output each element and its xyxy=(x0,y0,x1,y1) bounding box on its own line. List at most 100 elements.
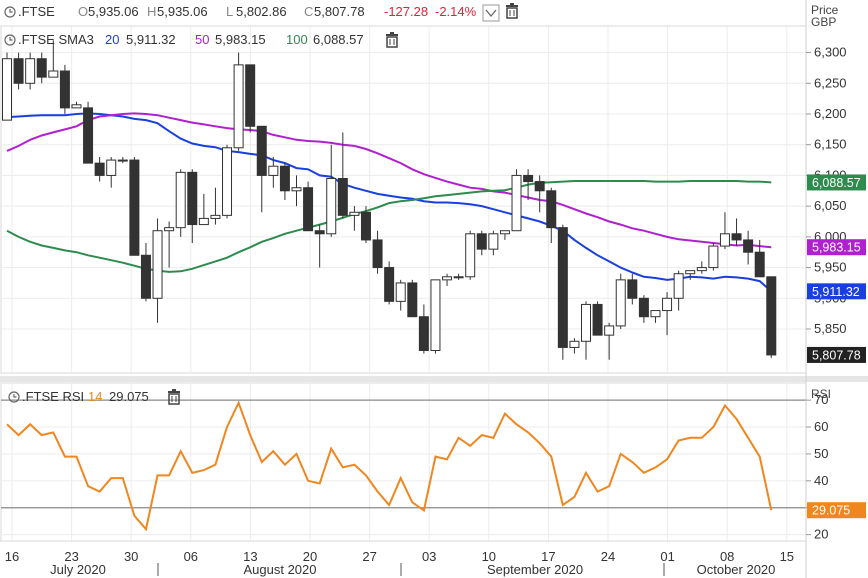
sma20-period: 20 xyxy=(105,32,119,47)
candle xyxy=(453,273,464,280)
candle xyxy=(662,292,673,336)
symbol-label: .FTSE xyxy=(18,4,55,19)
candle-body-down xyxy=(743,239,754,253)
clock-hand xyxy=(9,9,13,13)
candle-body-up xyxy=(673,273,684,299)
candle xyxy=(407,279,418,318)
x-tick-label: 16 xyxy=(5,549,19,564)
candle xyxy=(488,230,499,256)
trash-icon[interactable] xyxy=(168,389,180,405)
candle xyxy=(59,64,70,114)
clock-hand xyxy=(13,394,17,398)
x-tick-label: 23 xyxy=(64,549,78,564)
value-badges: 6,088.57 5,983.15 5,911.32 5,807.78 29.075 xyxy=(807,174,866,519)
candle xyxy=(615,273,626,329)
candle-body-down xyxy=(754,251,765,278)
sma50-value: 5,983.15 xyxy=(215,32,266,47)
candle xyxy=(256,125,267,213)
rsi-tick-label: 60 xyxy=(814,419,828,434)
candle xyxy=(719,212,730,250)
rsi-tick-label: 50 xyxy=(814,446,828,461)
candle-body-up xyxy=(48,70,59,78)
close-value: 5,807.78 xyxy=(314,4,365,19)
month-label: August 2020 xyxy=(243,562,316,577)
x-tick-label: 03 xyxy=(422,549,436,564)
candle-body-up xyxy=(615,279,626,327)
high-value: 5,935.06 xyxy=(157,4,208,19)
candle-body-up xyxy=(25,58,36,84)
candle-body-up xyxy=(198,217,209,226)
candle-body-up xyxy=(499,230,510,235)
candle xyxy=(175,169,186,237)
candle-body-up xyxy=(175,171,186,229)
sma20-badge-bg xyxy=(807,283,866,300)
candle xyxy=(523,169,534,200)
candle xyxy=(279,163,290,200)
candle xyxy=(372,230,383,274)
candle-body-up xyxy=(650,310,661,318)
high-label: H xyxy=(147,4,156,19)
candle-body-down xyxy=(83,107,94,164)
close-badge-text: 5,807.78 xyxy=(812,348,861,362)
trash-icon[interactable] xyxy=(506,3,518,19)
trash-icon[interactable] xyxy=(386,32,398,48)
dropdown-button[interactable] xyxy=(482,4,500,22)
candle-body-down xyxy=(731,233,742,241)
candle xyxy=(638,295,649,323)
candle-body-up xyxy=(430,279,441,352)
clock-icon[interactable] xyxy=(8,391,20,403)
price-tick-label: 5,950 xyxy=(814,260,847,275)
candle-body-up xyxy=(581,303,591,342)
candle xyxy=(627,273,638,305)
rsi-tick-label: 20 xyxy=(814,527,828,542)
candle-body-up xyxy=(569,340,580,348)
candle xyxy=(140,243,151,302)
sma-label: .FTSE SMA3 xyxy=(18,32,94,47)
candle xyxy=(326,144,337,237)
price-tick-label: 6,300 xyxy=(814,45,847,60)
candle-body-up xyxy=(222,147,233,216)
candle-body-down xyxy=(372,239,383,269)
x-tick-label: 27 xyxy=(362,549,376,564)
clock-icon[interactable] xyxy=(4,34,16,46)
candle xyxy=(685,270,696,280)
candle xyxy=(384,261,395,305)
candle-body-down xyxy=(314,230,325,235)
candle xyxy=(349,206,360,231)
candle-body-down xyxy=(245,64,256,127)
candle-body-down xyxy=(129,159,140,256)
x-tick-label: 13 xyxy=(243,549,257,564)
sma-legend: .FTSE SMA3 20 5,911.32 50 5,983.15 100 6… xyxy=(4,32,398,48)
candle-body-up xyxy=(662,297,673,312)
candle-body-down xyxy=(360,211,371,241)
price-tick-label: 6,250 xyxy=(814,75,847,90)
candle-body-up xyxy=(210,214,221,219)
candle-body-down xyxy=(627,279,638,299)
candle-body-up xyxy=(164,227,175,232)
candle-body-down xyxy=(766,276,777,356)
month-label: September 2020 xyxy=(487,562,583,577)
candle xyxy=(83,101,94,164)
clock-icon[interactable] xyxy=(4,6,16,18)
rsi-series-line xyxy=(6,400,773,532)
candle xyxy=(36,52,47,84)
candle-body-up xyxy=(465,233,476,278)
price-axis-title-2: GBP xyxy=(811,15,836,29)
candle-body-up xyxy=(233,64,244,149)
candle xyxy=(430,279,441,354)
sma50-badge-bg xyxy=(807,239,866,256)
price-axis-title-1: Price xyxy=(811,3,839,17)
candle xyxy=(2,52,12,121)
x-tick-label: 06 xyxy=(184,549,198,564)
price-tick-label: 6,150 xyxy=(814,137,847,152)
candle-body-down xyxy=(592,303,603,336)
panel-separator[interactable] xyxy=(0,376,868,382)
candle-body-down xyxy=(476,233,487,250)
sma20-badge-text: 5,911.32 xyxy=(812,285,860,299)
candle xyxy=(766,276,777,358)
candle xyxy=(569,338,580,354)
rsi-line xyxy=(6,400,773,532)
candle xyxy=(198,193,209,226)
candle xyxy=(476,230,487,256)
rsi-period: 14 xyxy=(88,389,102,404)
